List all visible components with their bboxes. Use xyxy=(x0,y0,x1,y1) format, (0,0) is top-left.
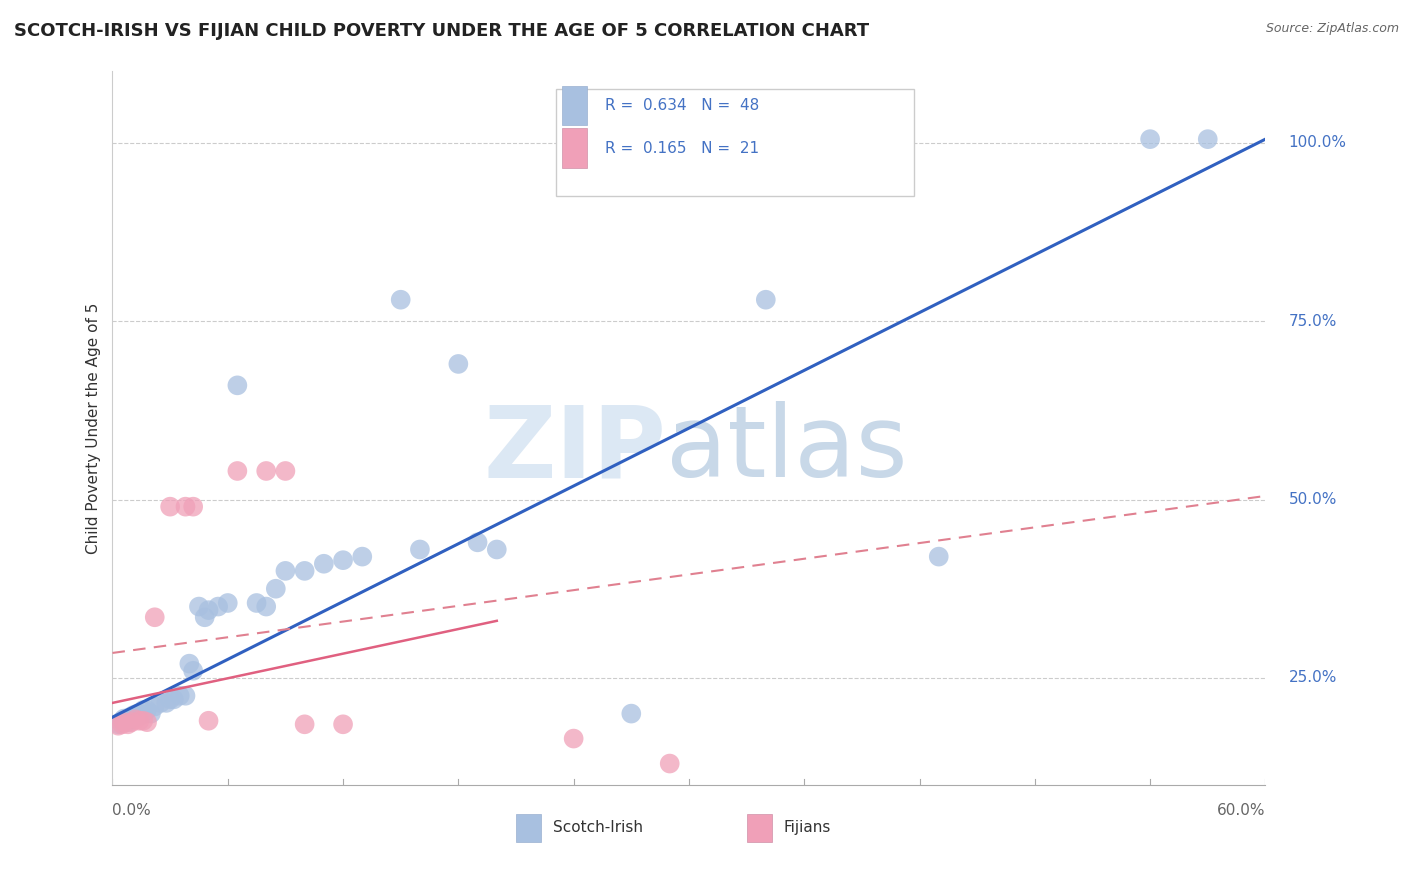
Point xyxy=(254,464,277,478)
FancyBboxPatch shape xyxy=(557,89,914,196)
Point xyxy=(755,293,778,307)
Text: 25.0%: 25.0% xyxy=(1288,671,1337,685)
Point xyxy=(389,293,412,307)
Point xyxy=(136,715,159,730)
Point xyxy=(207,599,229,614)
Point xyxy=(312,557,335,571)
Point xyxy=(485,542,508,557)
Point xyxy=(143,610,166,624)
Point xyxy=(352,549,374,564)
Point xyxy=(155,696,177,710)
Text: Fijians: Fijians xyxy=(783,821,831,835)
Point xyxy=(181,500,204,514)
Point xyxy=(159,692,181,706)
Point xyxy=(124,712,146,726)
Text: SCOTCH-IRISH VS FIJIAN CHILD POVERTY UNDER THE AGE OF 5 CORRELATION CHART: SCOTCH-IRISH VS FIJIAN CHILD POVERTY UND… xyxy=(14,22,869,40)
Text: 60.0%: 60.0% xyxy=(1218,803,1265,818)
Point xyxy=(928,549,950,564)
Point xyxy=(107,719,129,733)
Point xyxy=(562,731,585,746)
Point xyxy=(169,689,191,703)
Point xyxy=(197,714,219,728)
Point xyxy=(254,599,277,614)
Point xyxy=(117,715,139,730)
Point xyxy=(129,708,153,723)
Point xyxy=(217,596,239,610)
Point xyxy=(124,710,146,724)
Point xyxy=(1197,132,1219,146)
Point xyxy=(127,706,149,721)
Point xyxy=(107,717,129,731)
Point xyxy=(112,715,135,730)
Point xyxy=(188,599,211,614)
Text: 100.0%: 100.0% xyxy=(1288,136,1347,150)
Text: 50.0%: 50.0% xyxy=(1288,492,1337,507)
Point xyxy=(226,464,249,478)
Point xyxy=(467,535,489,549)
Text: 75.0%: 75.0% xyxy=(1288,314,1337,328)
Point xyxy=(136,703,159,717)
Bar xyxy=(562,128,588,168)
Point xyxy=(128,714,150,728)
Point xyxy=(121,715,143,730)
Bar xyxy=(747,814,772,842)
Point xyxy=(115,712,138,726)
Point xyxy=(658,756,681,771)
Point xyxy=(332,717,354,731)
Point xyxy=(118,710,141,724)
Point xyxy=(274,564,297,578)
Point xyxy=(274,464,297,478)
Point xyxy=(179,657,201,671)
Point xyxy=(246,596,269,610)
Text: 0.0%: 0.0% xyxy=(112,803,152,818)
Point xyxy=(117,717,139,731)
Bar xyxy=(516,814,541,842)
Point xyxy=(139,706,162,721)
Point xyxy=(294,564,316,578)
Point xyxy=(128,706,150,721)
Point xyxy=(143,699,166,714)
Point xyxy=(112,712,135,726)
Point xyxy=(181,664,204,678)
Text: atlas: atlas xyxy=(666,401,907,498)
Point xyxy=(409,542,432,557)
Text: Source: ZipAtlas.com: Source: ZipAtlas.com xyxy=(1265,22,1399,36)
Text: R =  0.165   N =  21: R = 0.165 N = 21 xyxy=(605,141,759,155)
Point xyxy=(194,610,217,624)
Point xyxy=(620,706,643,721)
Text: Scotch-Irish: Scotch-Irish xyxy=(553,821,643,835)
Text: R =  0.634   N =  48: R = 0.634 N = 48 xyxy=(605,98,759,112)
Y-axis label: Child Poverty Under the Age of 5: Child Poverty Under the Age of 5 xyxy=(86,302,101,554)
Point xyxy=(122,708,145,723)
Point xyxy=(264,582,287,596)
Point xyxy=(121,710,143,724)
Point xyxy=(294,717,316,731)
Point xyxy=(132,714,155,728)
Point xyxy=(159,500,181,514)
Point xyxy=(174,689,197,703)
Point xyxy=(111,714,134,728)
Point xyxy=(1139,132,1161,146)
Point xyxy=(163,692,186,706)
Point xyxy=(132,703,155,717)
Text: ZIP: ZIP xyxy=(484,401,666,498)
Point xyxy=(149,696,172,710)
Point xyxy=(332,553,354,567)
Point xyxy=(197,603,219,617)
Point xyxy=(226,378,249,392)
Point xyxy=(174,500,197,514)
Point xyxy=(111,717,134,731)
Bar xyxy=(562,86,588,125)
Point xyxy=(447,357,470,371)
